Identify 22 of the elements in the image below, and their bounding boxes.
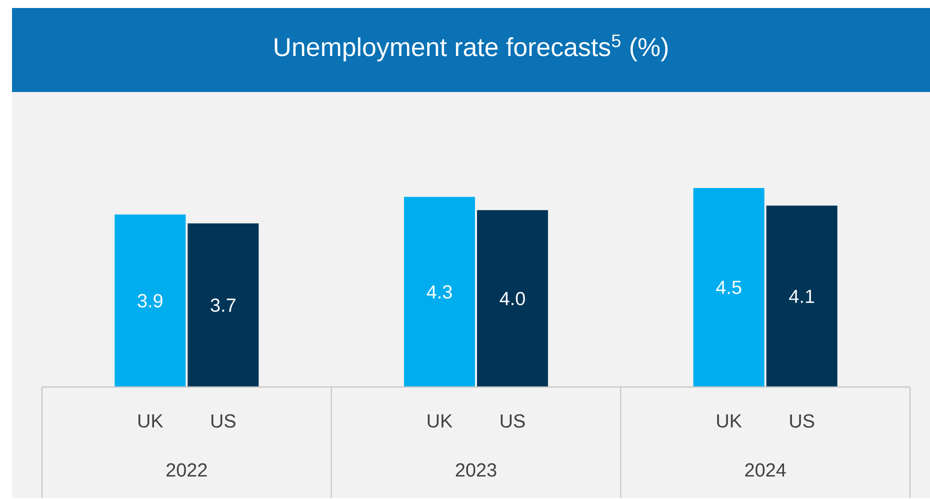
chart-title: Unemployment rate forecasts$^{5}$ (%)	[274, 34, 668, 62]
x-tick-label: 2024	[745, 463, 786, 477]
data-label: 4.1	[789, 290, 814, 304]
x-tick-label: 2023	[456, 463, 496, 477]
bar	[693, 188, 764, 388]
data-label: 4.3	[426, 285, 452, 299]
bar	[188, 224, 259, 388]
text: US	[500, 414, 525, 428]
text: UK	[428, 414, 452, 428]
series-label: US	[211, 414, 236, 428]
series-label: UK	[138, 414, 164, 428]
data-label: 4.0	[500, 292, 525, 306]
bar	[114, 214, 186, 388]
bar	[404, 197, 476, 388]
bar	[766, 206, 838, 388]
text: UK	[717, 414, 742, 428]
x-tick-label: 2022	[166, 463, 207, 477]
data-label: 3.9	[138, 294, 162, 308]
bar	[477, 210, 548, 388]
text: US	[790, 414, 814, 428]
data-label: 4.5	[716, 281, 742, 294]
data-label: 3.7	[210, 298, 236, 312]
